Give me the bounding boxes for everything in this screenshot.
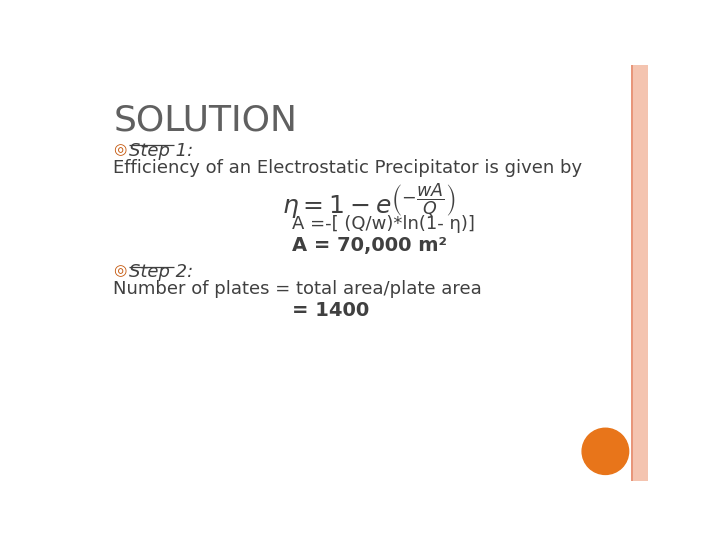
Bar	[636, 65, 647, 481]
Text: Number of plates = total area/plate area: Number of plates = total area/plate area	[113, 280, 482, 299]
Circle shape	[582, 428, 629, 475]
Text: Step 2:: Step 2:	[129, 264, 193, 281]
Text: Step 1:: Step 1:	[129, 142, 193, 160]
Text: $\eta = 1 - e^{\left(-\dfrac{wA}{Q}\right)}$: $\eta = 1 - e^{\left(-\dfrac{wA}{Q}\righ…	[282, 182, 456, 221]
Text: = 1400: = 1400	[292, 301, 369, 320]
Text: SOLUTION: SOLUTION	[113, 103, 297, 137]
Bar	[631, 65, 634, 481]
Text: Efficiency of an Electrostatic Precipitator is given by: Efficiency of an Electrostatic Precipita…	[113, 159, 582, 177]
Bar	[631, 65, 648, 481]
Text: A =-[ (Q/w)*ln(1- η)]: A =-[ (Q/w)*ln(1- η)]	[292, 215, 474, 233]
Text: ◎: ◎	[113, 142, 127, 157]
Text: ◎: ◎	[113, 264, 127, 279]
Text: A = 70,000 m²: A = 70,000 m²	[292, 236, 446, 255]
